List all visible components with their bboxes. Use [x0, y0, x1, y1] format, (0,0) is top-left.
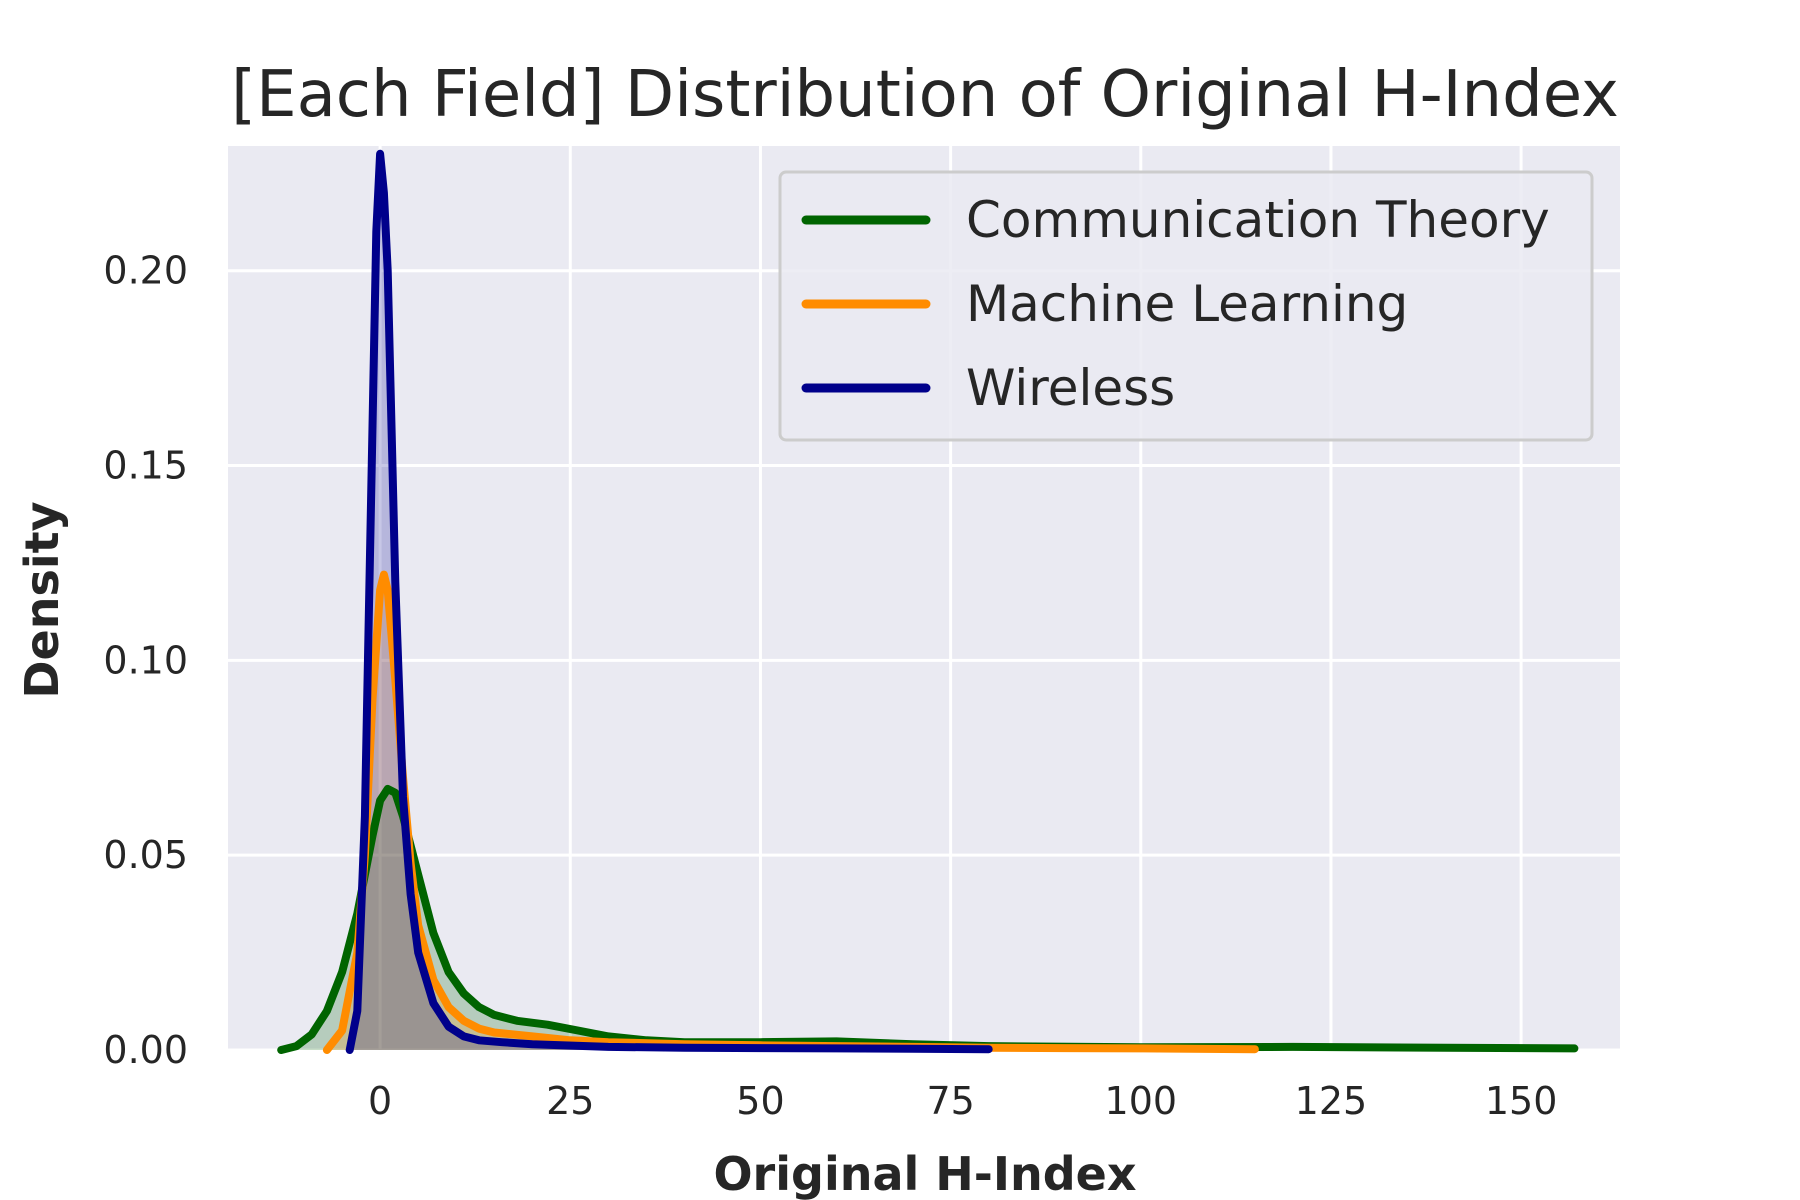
legend-label: Communication Theory — [966, 191, 1550, 249]
x-axis-label: Original H-Index — [713, 1147, 1136, 1200]
y-tick-label: 0.00 — [103, 1028, 188, 1072]
x-tick-label: 125 — [1295, 1079, 1368, 1123]
legend-label: Machine Learning — [966, 275, 1408, 333]
y-tick-label: 0.15 — [103, 444, 188, 488]
fills — [281, 153, 1575, 1051]
y-tick-label: 0.10 — [103, 638, 188, 682]
chart-title: [Each Field] Distribution of Original H-… — [231, 58, 1619, 132]
x-tick-label: 50 — [736, 1079, 784, 1123]
x-tick-label: 25 — [546, 1079, 594, 1123]
legend-label: Wireless — [966, 359, 1175, 417]
x-tick-label: 100 — [1105, 1079, 1178, 1123]
series-fill — [326, 574, 1255, 1050]
y-tick-label: 0.20 — [103, 249, 188, 293]
y-axis-label: Density — [15, 501, 69, 698]
y-tick-label: 0.05 — [103, 833, 188, 877]
x-ticks: 0 25 50 75 100 125 150 — [368, 1079, 1557, 1123]
series-lines — [277, 149, 1579, 1054]
series-line — [345, 149, 993, 1054]
y-ticks: 0.00 0.05 0.10 0.15 0.20 — [103, 249, 188, 1072]
x-tick-label: 0 — [368, 1079, 392, 1123]
legend: Communication Theory Machine Learning Wire… — [778, 170, 1594, 442]
series-fill — [281, 788, 1575, 1050]
grid — [228, 146, 1620, 1052]
legend-box — [778, 170, 1594, 442]
x-tick-label: 75 — [926, 1079, 974, 1123]
x-tick-label: 150 — [1485, 1079, 1558, 1123]
series-fill — [349, 153, 989, 1051]
